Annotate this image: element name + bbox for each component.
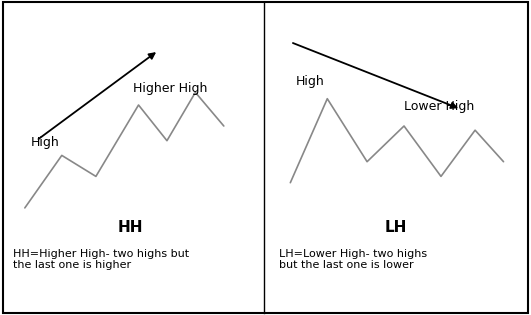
Text: LH=Lower High- two highs
but the last one is lower: LH=Lower High- two highs but the last on… [279,249,427,271]
Text: HH=Higher High- two highs but
the last one is higher: HH=Higher High- two highs but the last o… [13,249,190,271]
Text: High: High [30,136,59,149]
Text: HH: HH [117,220,143,236]
Text: Higher High: Higher High [133,82,207,94]
Text: High: High [296,75,325,88]
Text: LH: LH [384,220,407,236]
Text: Lower High: Lower High [404,100,474,113]
